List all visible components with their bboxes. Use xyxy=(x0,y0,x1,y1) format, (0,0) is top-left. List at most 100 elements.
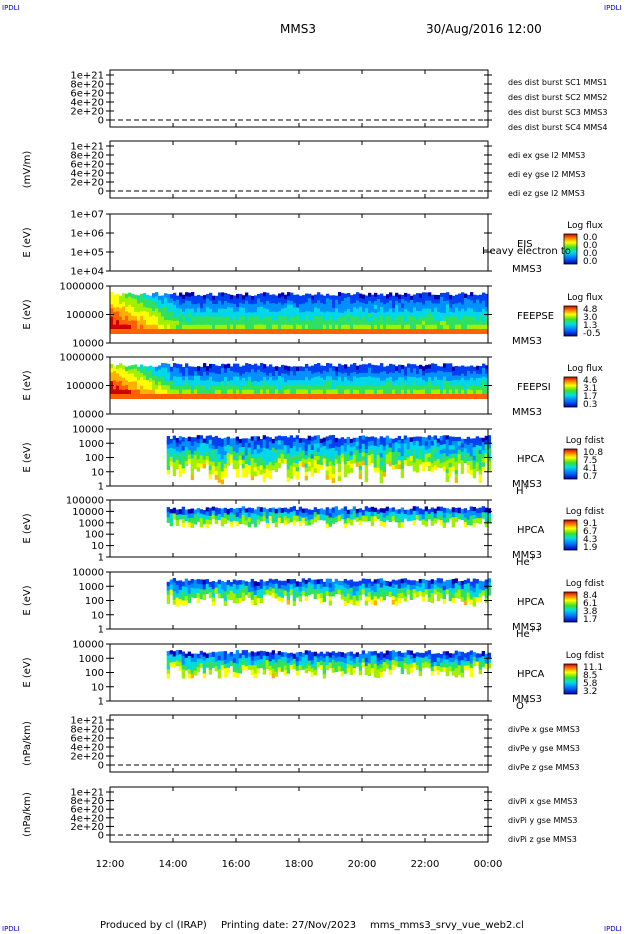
heatmap-cell xyxy=(416,297,420,303)
heatmap-cell xyxy=(172,507,176,514)
heatmap-cell xyxy=(316,653,320,659)
heatmap-cell xyxy=(137,312,141,317)
heatmap-cell xyxy=(404,329,408,334)
heatmap-cell xyxy=(304,442,308,448)
heatmap-cell xyxy=(274,458,278,464)
heatmap-cell xyxy=(140,293,144,299)
heatmap-cell xyxy=(116,369,120,374)
heatmap-cell xyxy=(217,445,221,451)
heatmap-cell xyxy=(187,651,191,657)
heatmap-cell xyxy=(146,366,150,372)
heatmap-cell xyxy=(203,367,207,373)
heatmap-cell xyxy=(244,442,248,448)
heatmap-cell xyxy=(388,651,392,657)
heatmap-cell xyxy=(226,580,230,586)
heatmap-cell xyxy=(274,671,278,677)
heatmap-cell xyxy=(416,390,420,395)
heatmap-cell xyxy=(335,389,339,395)
heatmap-cell xyxy=(484,440,488,445)
heatmap-cell xyxy=(398,307,402,313)
heatmap-cell xyxy=(460,464,464,470)
heatmap-cell xyxy=(293,324,297,330)
heatmap-cell xyxy=(442,435,446,441)
heatmap-cell xyxy=(250,591,254,597)
heatmap-cell xyxy=(358,580,362,586)
heatmap-cell xyxy=(128,312,132,318)
heatmap-cell xyxy=(356,324,360,330)
heatmap-cell xyxy=(394,459,398,465)
heatmap-cell xyxy=(472,661,476,667)
heatmap-cell xyxy=(373,650,377,656)
heatmap-cell xyxy=(475,579,479,585)
heatmap-cell xyxy=(134,394,138,399)
colorbar-tick-label: 0.0 xyxy=(583,241,598,251)
heatmap-cell xyxy=(263,296,267,301)
heatmap-cell xyxy=(175,464,179,470)
heatmap-cell xyxy=(316,464,320,469)
heatmap-cell xyxy=(158,316,162,322)
heatmap-cell xyxy=(229,521,233,527)
heatmap-cell xyxy=(241,660,245,666)
heatmap-cell xyxy=(181,664,185,670)
heatmap-cell xyxy=(443,385,447,391)
heatmap-cell xyxy=(304,463,308,469)
heatmap-cell xyxy=(323,316,327,322)
heatmap-cell xyxy=(425,385,429,391)
heatmap-cell xyxy=(169,447,173,453)
heatmap-cell xyxy=(245,300,249,306)
heatmap-cell xyxy=(211,651,215,658)
heatmap-cell xyxy=(292,454,296,460)
colorbar-tick-label: 8.4 xyxy=(583,591,598,601)
heatmap-cell xyxy=(226,584,230,591)
heatmap-cell xyxy=(200,394,204,399)
heatmap-cell xyxy=(328,461,332,467)
heatmap-cell xyxy=(182,307,186,313)
heatmap-cell xyxy=(287,394,291,399)
heatmap-cell xyxy=(388,442,392,448)
heatmap-cell xyxy=(311,329,315,334)
heatmap-cell xyxy=(472,460,476,466)
heatmap-cell xyxy=(445,435,449,440)
heatmap-cell xyxy=(263,304,267,309)
heatmap-cell xyxy=(343,510,347,516)
heatmap-cell xyxy=(397,656,401,662)
heatmap-cell xyxy=(193,437,197,443)
heatmap-cell xyxy=(406,579,410,586)
heatmap-cell xyxy=(311,303,315,309)
heatmap-cell xyxy=(211,589,215,594)
heatmap-cell xyxy=(116,324,120,330)
heatmap-cell xyxy=(386,316,390,321)
heatmap-cell xyxy=(275,380,279,386)
heatmap-cell xyxy=(451,593,455,599)
heatmap-cell xyxy=(110,308,114,313)
heatmap-cell xyxy=(206,320,210,326)
heatmap-cell xyxy=(308,302,312,308)
heatmap-cell xyxy=(374,365,378,370)
heatmap-cell xyxy=(143,315,147,321)
heatmap-cell xyxy=(181,591,185,597)
heatmap-cell xyxy=(272,307,276,313)
heatmap-cell xyxy=(232,446,236,452)
heatmap-cell xyxy=(214,440,218,445)
heatmap-cell xyxy=(454,659,458,665)
heatmap-cell xyxy=(401,316,405,321)
heatmap-cell xyxy=(329,394,333,399)
heatmap-cell xyxy=(442,453,446,459)
heatmap-cell xyxy=(242,373,246,379)
heatmap-cell xyxy=(481,446,485,451)
heatmap-cell xyxy=(137,375,141,381)
heatmap-cell xyxy=(449,376,453,382)
heatmap-cell xyxy=(116,315,120,321)
heatmap-cell xyxy=(322,669,326,675)
heatmap-cell xyxy=(464,366,468,372)
heatmap-cell xyxy=(170,371,174,377)
heatmap-cell xyxy=(323,370,327,376)
heatmap-cell xyxy=(257,389,261,395)
y-tick-label: 1e+21 xyxy=(70,142,104,153)
heatmap-cell xyxy=(244,666,248,671)
heatmap-cell xyxy=(458,329,462,334)
heatmap-cell xyxy=(313,447,317,453)
heatmap-cell xyxy=(478,597,482,603)
heatmap-cell xyxy=(428,329,432,334)
heatmap-cell xyxy=(430,653,434,659)
